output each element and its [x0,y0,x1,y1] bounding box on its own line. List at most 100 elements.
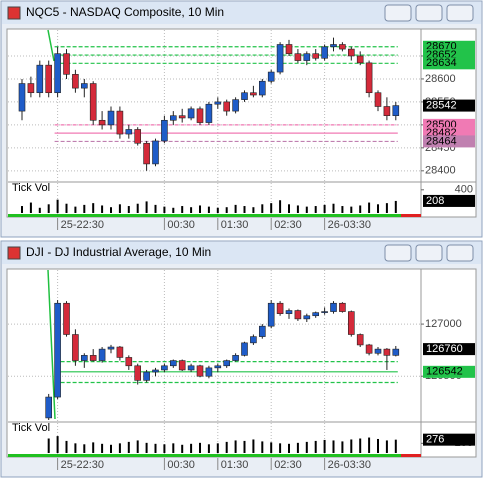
candle-body [89,355,97,361]
x-tick-label: 00:30 [167,459,195,471]
last-price-box [423,99,475,112]
candle-body [321,311,328,313]
volume-bar [207,444,210,453]
candle-body [54,302,61,398]
title-bar [2,242,481,264]
candle-body [258,80,266,96]
level-label: 28464 [426,135,457,147]
y-tick-label: 28400 [425,165,456,177]
x-tick-label: 26-03:30 [328,459,371,471]
x-tick-label: 00:30 [167,219,195,231]
close-button[interactable] [446,4,474,22]
candle-body [81,83,88,89]
volume-bar [332,440,335,453]
volume-bar [181,444,184,453]
candle-body [383,348,391,356]
volume-bar [261,204,264,213]
candle-body [383,106,391,116]
candle-body [347,48,355,57]
candle-body [214,365,222,369]
candle-body [321,46,328,59]
candle-body [196,365,204,377]
volume-bar [252,207,255,213]
volume-bar [118,443,121,453]
volume-title: Tick Vol [12,422,50,434]
candle-body [27,83,35,94]
candle-body [63,302,70,335]
volume-bar [154,443,157,453]
level-label-box [423,135,475,148]
volume-bar [110,207,112,213]
volume-bar [234,204,237,213]
candle-body [356,334,364,346]
candle-body [36,64,44,94]
volume-bar [377,204,379,213]
candle-body [223,360,230,367]
chart-window: NQC5 - NASDAQ Composite, 10 Min284002845… [0,0,483,238]
volume-bar [296,442,299,453]
candle-body [276,44,284,73]
volume-bar [136,440,139,453]
candle-body [187,365,195,371]
level-label-box [423,365,475,378]
volume-bar [163,206,166,213]
volume-bar [56,436,59,453]
volume-bar [101,205,104,213]
window-title: DJI - DJ Industrial Average, 10 Min [26,245,211,259]
volume-bar [74,206,77,213]
close-button[interactable] [446,244,474,262]
volume-bar [234,440,237,453]
volume-bar [243,206,246,213]
window-title: NQC5 - NASDAQ Composite, 10 Min [26,5,224,19]
volume-bar [323,439,326,453]
volume-bar [385,203,388,213]
last-volume-label: 276 [426,434,444,446]
volume-bar [92,442,95,453]
volume-bar [288,443,290,453]
volume-bar [136,203,139,213]
x-tick-label: 26-03:30 [328,219,371,231]
minimize-button[interactable] [384,244,412,262]
volume-bar [341,441,344,453]
candle-body [374,92,382,107]
candle-body [98,119,106,126]
x-tick-label: 25-22:30 [61,459,104,471]
candle-body [134,365,141,381]
x-tick-label: 02:30 [274,459,302,471]
level-label: 28634 [426,57,457,69]
volume-bar [270,203,273,213]
volume-bar [190,443,193,453]
volume-bar [29,202,32,213]
candle-body [250,92,257,96]
candle-body [276,302,284,314]
volume-bar [350,439,353,453]
volume-bar [252,439,255,453]
candle-body [365,62,373,94]
volume-bar [385,440,388,453]
candle-body [294,53,302,61]
volume-bar [47,204,50,213]
candle-body [214,101,222,105]
window-icon [7,246,21,260]
volume-tick-label: 400 [455,184,473,196]
session-strip [8,214,401,217]
indicator-line [47,29,55,62]
volume-bar [127,206,130,213]
minimize-button[interactable] [384,4,412,22]
candle-body [294,310,302,320]
candle-body [45,396,53,419]
volume-bar [65,203,68,213]
maximize-button[interactable] [415,4,443,22]
maximize-button[interactable] [415,244,443,262]
candle-body [258,325,266,337]
volume-bar [47,438,50,453]
volume-bar [279,443,282,453]
volume-bar [172,443,175,453]
volume-bar [163,444,166,453]
volume-bar [305,441,308,453]
volume-bar [110,444,112,453]
volume-bar [279,200,282,213]
chart-window: DJI - DJ Industrial Average, 10 Min12650… [0,240,483,478]
volume-bar [101,443,104,453]
